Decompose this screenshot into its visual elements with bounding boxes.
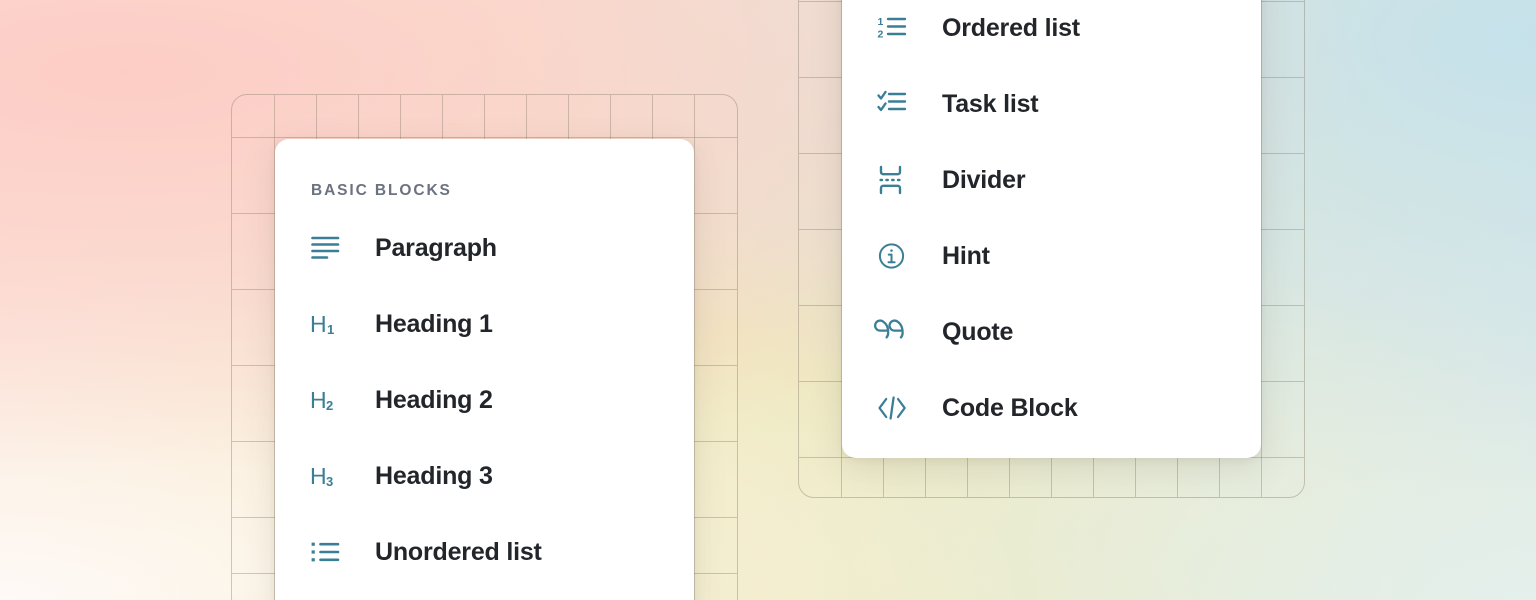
quote-icon — [874, 316, 916, 348]
basic-blocks-card: BASIC BLOCKS Paragraph H 1 Heading 1 — [275, 139, 694, 600]
block-item-hint[interactable]: Hint — [878, 218, 1225, 294]
block-label: Hint — [942, 241, 990, 270]
svg-text:1: 1 — [327, 322, 334, 337]
svg-text:3: 3 — [326, 474, 333, 489]
block-item-heading-1[interactable]: H 1 Heading 1 — [310, 286, 658, 362]
block-label: Heading 1 — [375, 309, 493, 338]
paragraph-icon — [311, 232, 349, 264]
svg-text:1: 1 — [878, 16, 884, 28]
block-label: Quote — [942, 317, 1014, 346]
heading-1-icon: H 1 — [310, 308, 349, 340]
block-item-divider[interactable]: Divider — [878, 142, 1225, 218]
block-item-ordered-list[interactable]: 1 2 Ordered list — [878, 0, 1225, 66]
block-label: Ordered list — [942, 13, 1080, 42]
task-list-icon — [877, 88, 916, 120]
block-label: Unordered list — [375, 537, 542, 566]
block-item-heading-2[interactable]: H 2 Heading 2 — [310, 362, 658, 438]
svg-text:H: H — [310, 311, 327, 337]
block-item-quote[interactable]: Quote — [874, 294, 1225, 370]
section-label-basic-blocks: BASIC BLOCKS — [311, 182, 452, 199]
svg-text:H: H — [310, 387, 327, 413]
hint-icon — [878, 240, 916, 272]
block-label: Task list — [942, 89, 1039, 118]
block-item-paragraph[interactable]: Paragraph — [311, 210, 658, 286]
block-label: Divider — [942, 165, 1026, 194]
svg-text:2: 2 — [326, 398, 333, 413]
block-item-heading-3[interactable]: H 3 Heading 3 — [310, 438, 658, 514]
svg-text:2: 2 — [878, 29, 884, 41]
block-label: Heading 2 — [375, 385, 493, 414]
divider-icon — [878, 164, 916, 196]
svg-text:H: H — [310, 463, 327, 489]
unordered-list-icon — [311, 536, 349, 568]
code-block-icon — [878, 392, 916, 424]
block-label: Code Block — [942, 393, 1078, 422]
block-label: Heading 3 — [375, 461, 493, 490]
block-item-unordered-list[interactable]: Unordered list — [311, 514, 658, 590]
block-item-code-block[interactable]: Code Block — [878, 370, 1225, 446]
more-blocks-card: 1 2 Ordered list Task list — [842, 0, 1261, 458]
block-item-task-list[interactable]: Task list — [877, 66, 1225, 142]
ordered-list-icon: 1 2 — [878, 12, 916, 44]
heading-2-icon: H 2 — [310, 384, 349, 416]
heading-3-icon: H 3 — [310, 460, 349, 492]
block-label: Paragraph — [375, 233, 497, 262]
